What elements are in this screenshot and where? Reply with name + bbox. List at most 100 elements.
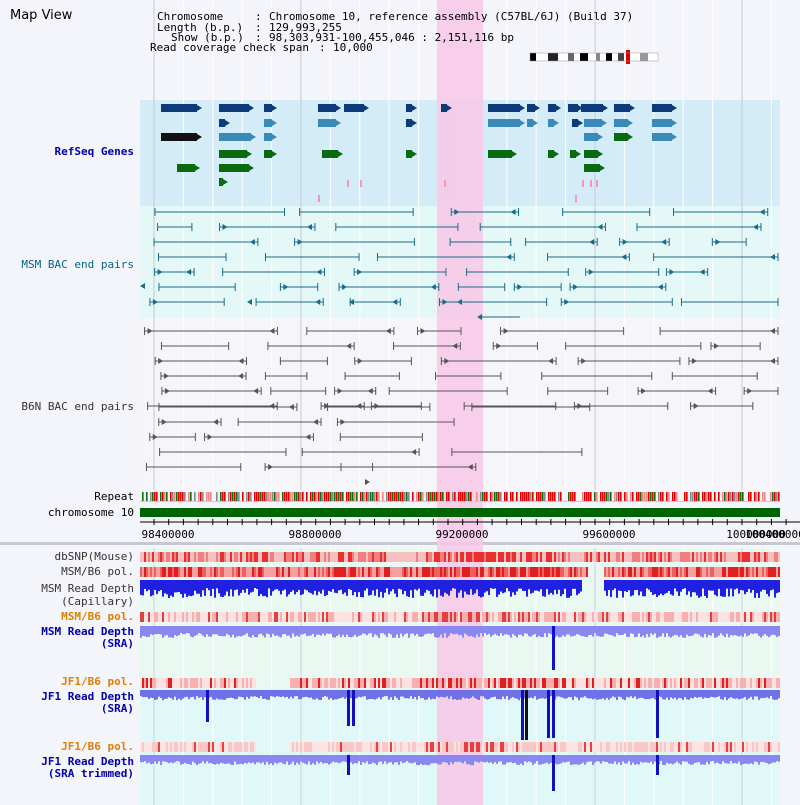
read-depth-bar (568, 626, 570, 635)
dbsnp-cell (672, 552, 674, 562)
pol-cell (538, 612, 540, 622)
read-depth-bar (612, 755, 614, 764)
repeat-element (542, 492, 544, 501)
dbsnp-cell (442, 552, 444, 562)
bac-end-arrow (157, 269, 163, 275)
read-depth-bar (500, 755, 502, 762)
capillary-depth-bar (290, 580, 292, 592)
pol-cell (390, 567, 392, 577)
read-depth-bar (414, 755, 416, 763)
read-depth-bar (706, 755, 708, 762)
read-depth-bar (664, 755, 666, 766)
dbsnp-cell (450, 552, 452, 562)
pol-cell (692, 742, 694, 752)
pol-cell (502, 678, 504, 688)
pol-cell (306, 678, 308, 688)
bac-end-arrow (340, 419, 346, 425)
pol-cell (256, 612, 258, 622)
read-depth-bar (550, 690, 552, 697)
read-depth-bar (430, 626, 432, 635)
pol-cell (274, 612, 276, 622)
pol-cell (464, 742, 466, 752)
pol-cell (676, 742, 678, 752)
read-depth-bar (312, 690, 314, 700)
bac-end-arrow (164, 388, 170, 394)
length-value: 129,993,255 (269, 21, 342, 34)
bac-end-arrow (564, 299, 570, 305)
read-depth-bar (360, 755, 362, 765)
read-depth-bar (556, 626, 558, 636)
pol-cell (576, 742, 578, 752)
pol-cell (740, 612, 742, 622)
pol-cell (538, 678, 540, 688)
pol-cell (170, 567, 172, 577)
track-label-refseq[interactable]: RefSeq Genes (54, 145, 134, 158)
pol-cell (560, 567, 562, 577)
repeat-element (730, 492, 732, 501)
pol-cell (596, 612, 598, 622)
track-label-jf1-depth-sra: JF1 Read Depth (41, 690, 134, 703)
repeat-element (152, 492, 154, 501)
pol-cell (146, 567, 148, 577)
capillary-depth-bar (356, 580, 358, 597)
dbsnp-cell (636, 552, 638, 562)
capillary-depth-bar (156, 580, 158, 595)
pol-cell (750, 612, 752, 622)
capillary-depth-bar (568, 580, 570, 598)
gene-strand-arrow (628, 134, 633, 140)
read-depth-bar (248, 755, 250, 763)
gene-strand-arrow (338, 151, 343, 157)
capillary-depth-bar (716, 580, 718, 597)
pol-cell (282, 612, 284, 622)
capillary-depth-bar (370, 580, 372, 595)
read-depth-bar (276, 755, 278, 764)
read-depth-bar (462, 755, 464, 764)
pol-cell (658, 612, 660, 622)
dbsnp-cell (588, 552, 590, 562)
pol-cell (200, 742, 202, 752)
pol-cell (294, 678, 296, 688)
track-label-msm-bac[interactable]: MSM BAC end pairs (21, 258, 134, 271)
read-depth-bar (732, 626, 734, 636)
read-depth-bar (700, 626, 702, 637)
read-depth-bar (192, 755, 194, 762)
pol-cell (682, 742, 684, 752)
axis-tick-label: 100400000 (745, 528, 800, 541)
header-colon: : (319, 41, 326, 54)
capillary-depth-bar (152, 580, 154, 596)
pol-cell (706, 612, 708, 622)
capillary-depth-bar (258, 580, 260, 597)
dbsnp-cell (486, 552, 488, 562)
repeat-element (236, 492, 238, 501)
pol-cell (728, 612, 730, 622)
read-depth-bar (430, 690, 432, 700)
read-depth-bar (152, 755, 154, 764)
pol-cell (334, 742, 336, 752)
track-label-msm-depth-capillary-sub: (Capillary) (61, 595, 134, 608)
pol-cell (144, 612, 146, 622)
pol-cell (516, 742, 518, 752)
track-label-b6n-bac[interactable]: B6N BAC end pairs (21, 400, 134, 413)
gene-strand-arrow (197, 134, 202, 140)
read-depth-bar (488, 755, 490, 763)
repeat-element (320, 492, 322, 501)
pol-cell (498, 742, 500, 752)
bac-end-arrow (661, 239, 667, 245)
pol-cell (482, 612, 484, 622)
read-depth-bar (524, 626, 526, 634)
pol-cell (142, 612, 144, 622)
pol-cell (196, 612, 198, 622)
ideogram-band (548, 53, 558, 61)
pol-cell (758, 678, 760, 688)
pol-cell (418, 678, 420, 688)
read-depth-bar (464, 626, 466, 634)
chromosome-bar (140, 508, 780, 517)
pol-cell (656, 742, 658, 752)
read-depth-bar (510, 755, 512, 763)
dbsnp-cell (202, 552, 204, 562)
pol-cell (484, 612, 486, 622)
pol-cell (342, 678, 344, 688)
read-depth-bar (314, 626, 316, 638)
read-depth-bar (658, 626, 660, 637)
